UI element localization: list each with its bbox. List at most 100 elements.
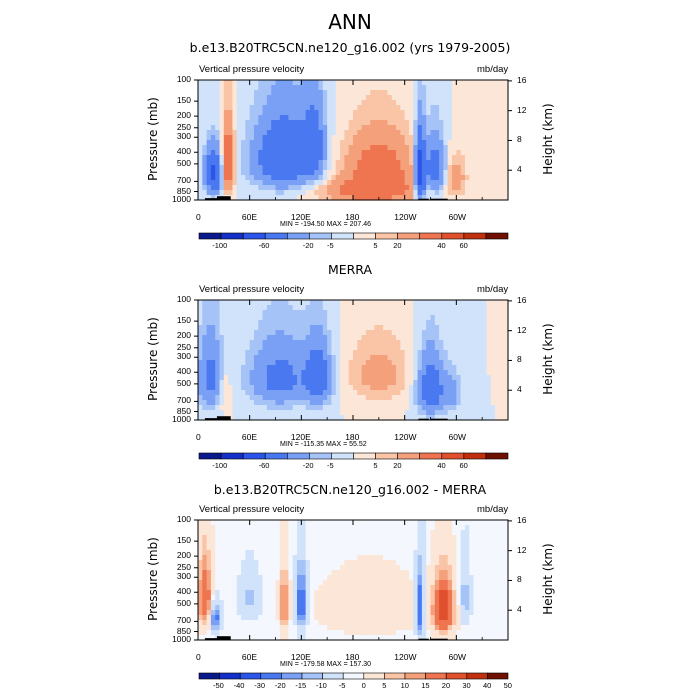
- heatmap-cell: [357, 315, 363, 321]
- heatmap-cell: [340, 90, 345, 96]
- heatmap-cell: [206, 395, 212, 401]
- heatmap-cell: [348, 190, 354, 196]
- heatmap-cell: [365, 410, 371, 416]
- heatmap-cell: [288, 365, 294, 371]
- heatmap-cell: [314, 195, 320, 201]
- heatmap-cell: [275, 155, 281, 161]
- heatmap-cell: [215, 175, 221, 181]
- heatmap-cell: [404, 635, 410, 641]
- heatmap-cell: [245, 535, 251, 541]
- heatmap-cell: [241, 150, 246, 156]
- heatmap-cell: [215, 125, 221, 131]
- heatmap-cell: [232, 370, 238, 376]
- heatmap-cell: [266, 405, 272, 411]
- heatmap-cell: [236, 580, 242, 586]
- figure-title: ANN: [328, 10, 372, 34]
- heatmap-cell: [353, 350, 358, 356]
- heatmap-cell: [447, 310, 453, 316]
- heatmap-cell: [335, 360, 341, 366]
- heatmap-cell: [477, 110, 483, 116]
- heatmap-cell: [469, 320, 475, 326]
- heatmap-cell: [241, 385, 246, 391]
- heatmap-cell: [473, 315, 479, 321]
- heatmap-cell: [387, 90, 393, 96]
- heatmap-cell: [499, 180, 505, 186]
- heatmap-cell: [322, 615, 328, 621]
- heatmap-cell: [288, 530, 294, 536]
- heatmap-cell: [228, 550, 234, 556]
- heatmap-cell: [198, 575, 203, 581]
- heatmap-cell: [396, 175, 401, 181]
- heatmap-cell: [215, 625, 221, 631]
- heatmap-cell: [383, 550, 389, 556]
- heatmap-cell: [314, 575, 320, 581]
- heatmap-cell: [344, 340, 350, 346]
- heatmap-cell: [232, 355, 238, 361]
- heatmap-cell: [228, 370, 234, 376]
- heatmap-cell: [262, 390, 268, 396]
- heatmap-cell: [279, 630, 285, 636]
- heatmap-cell: [275, 90, 281, 96]
- heatmap-cell: [335, 630, 341, 636]
- heatmap-cell: [228, 585, 234, 591]
- heatmap-cell: [309, 545, 315, 551]
- heatmap-cell: [365, 555, 371, 561]
- heatmap-cell: [447, 110, 453, 116]
- heatmap-cell: [202, 385, 208, 391]
- heatmap-cell: [404, 325, 410, 331]
- heatmap-cell: [305, 590, 311, 596]
- heatmap-cell: [258, 170, 264, 176]
- heatmap-cell: [210, 170, 216, 176]
- heatmap-cell: [495, 135, 500, 141]
- heatmap-cell: [473, 340, 479, 346]
- heatmap-cell: [426, 315, 432, 321]
- heatmap-cell: [439, 160, 445, 166]
- heatmap-cell: [370, 355, 376, 361]
- heatmap-cell: [439, 610, 445, 616]
- heatmap-cell: [327, 310, 333, 316]
- heatmap-cell: [292, 150, 298, 156]
- heatmap-cell: [232, 415, 238, 421]
- heatmap-cell: [219, 575, 225, 581]
- heatmap-cell: [314, 190, 320, 196]
- heatmap-cell: [297, 375, 302, 381]
- heatmap-cell: [430, 310, 436, 316]
- heatmap-cell: [322, 520, 328, 526]
- heatmap-cell: [327, 385, 333, 391]
- heatmap-cell: [374, 155, 380, 161]
- heatmap-cell: [249, 360, 255, 366]
- heatmap-cell: [439, 395, 445, 401]
- heatmap-cell: [266, 410, 272, 416]
- heatmap-cell: [413, 370, 419, 376]
- heatmap-cell: [447, 540, 453, 546]
- heatmap-cell: [413, 130, 419, 136]
- heatmap-cell: [223, 190, 229, 196]
- heatmap-cell: [365, 320, 371, 326]
- heatmap-cell: [443, 130, 449, 136]
- heatmap-cell: [490, 190, 496, 196]
- heatmap-cell: [421, 150, 427, 156]
- heatmap-cell: [357, 140, 363, 146]
- heatmap-cell: [206, 80, 212, 86]
- heatmap-cell: [387, 580, 393, 586]
- heatmap-cell: [301, 610, 307, 616]
- heatmap-cell: [275, 195, 281, 201]
- heatmap-cell: [408, 615, 414, 621]
- heatmap-cell: [353, 85, 358, 91]
- heatmap-cell: [391, 160, 397, 166]
- heatmap-cell: [353, 520, 358, 526]
- heatmap-cell: [430, 590, 436, 596]
- heatmap-cell: [202, 605, 208, 611]
- heatmap-cell: [198, 95, 203, 101]
- heatmap-cell: [404, 610, 410, 616]
- heatmap-cell: [314, 305, 320, 311]
- heatmap-cell: [327, 105, 333, 111]
- heatmap-cell: [322, 340, 328, 346]
- heatmap-cell: [236, 355, 242, 361]
- heatmap-cell: [348, 595, 354, 601]
- heatmap-cell: [477, 350, 483, 356]
- heatmap-cell: [357, 115, 363, 121]
- heatmap-cell: [404, 525, 410, 531]
- heatmap-cell: [279, 345, 285, 351]
- heatmap-cell: [258, 535, 264, 541]
